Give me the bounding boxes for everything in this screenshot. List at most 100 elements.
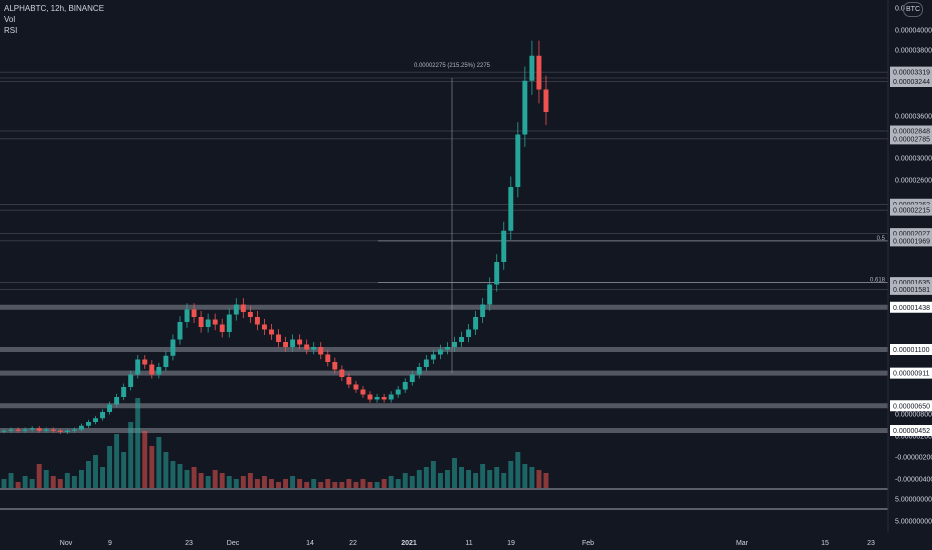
- volume-bar: [254, 479, 260, 488]
- candle: [459, 337, 464, 342]
- volume-bar: [409, 476, 415, 488]
- candle: [269, 329, 274, 335]
- vol-indicator-label[interactable]: Vol: [4, 15, 16, 24]
- candle: [360, 389, 366, 395]
- volume-bar: [205, 476, 211, 488]
- candle: [57, 430, 63, 432]
- volume-bar: [346, 479, 352, 488]
- time-axis-label: 15: [821, 540, 829, 547]
- volume-bar: [142, 431, 148, 488]
- level-tag: [890, 344, 932, 355]
- candle: [536, 55, 542, 90]
- time-axis-label: 9: [108, 540, 112, 547]
- volume-bar: [283, 479, 289, 488]
- candle: [8, 429, 14, 431]
- volume-bar: [466, 470, 472, 488]
- price-axis-label: 0.00000800: [895, 412, 932, 419]
- volume-bar: [184, 470, 190, 488]
- candle: [374, 397, 380, 400]
- volume-bar: [269, 479, 274, 488]
- volume-bar: [402, 473, 408, 488]
- candle: [36, 428, 42, 431]
- volume-bar: [93, 455, 98, 488]
- candle: [86, 422, 91, 426]
- candle: [128, 374, 134, 387]
- level-tag: [890, 66, 932, 78]
- candle: [50, 429, 56, 431]
- candle: [515, 134, 521, 187]
- fib-label: 0.618: [870, 278, 886, 284]
- volume-bar: [198, 473, 204, 488]
- volume-bar: [437, 473, 443, 488]
- candle: [15, 429, 21, 431]
- volume-bar: [353, 482, 359, 488]
- volume-bar: [494, 467, 500, 488]
- level-tag-label: 0.00002027: [893, 231, 930, 238]
- candle: [198, 317, 204, 327]
- volume-bar: [508, 461, 514, 488]
- candle: [346, 377, 352, 385]
- candle: [409, 374, 415, 382]
- volume-bar: [416, 470, 422, 488]
- price-axis-label: -0.00000200: [895, 455, 932, 462]
- candle: [332, 362, 338, 370]
- volume-bar: [36, 464, 42, 488]
- volume-bar: [114, 434, 120, 488]
- volume-bar: [311, 479, 317, 488]
- candle: [416, 367, 422, 375]
- support-zone: [0, 304, 888, 310]
- volume-bar: [388, 476, 394, 488]
- time-axis-label: 14: [306, 540, 314, 547]
- candle: [444, 347, 450, 350]
- level-tag: [890, 283, 932, 295]
- candle: [430, 354, 436, 360]
- time-axis-label: Feb: [582, 540, 594, 547]
- candle: [22, 429, 28, 431]
- candle: [142, 359, 148, 365]
- candle: [1, 430, 7, 432]
- candle: [508, 187, 514, 231]
- volume-bar: [15, 482, 21, 488]
- volume-bar: [543, 473, 549, 488]
- candle: [367, 394, 373, 400]
- candle: [107, 404, 113, 412]
- volume-bar: [8, 473, 14, 488]
- candle: [487, 284, 493, 305]
- volume-bar: [121, 452, 127, 488]
- price-axis-label: 0.00003600: [895, 114, 932, 121]
- volume-bar: [297, 479, 303, 488]
- candle: [290, 339, 296, 347]
- candle: [402, 382, 408, 390]
- candle: [339, 369, 345, 377]
- currency-badge[interactable]: BTC: [903, 2, 923, 17]
- time-axis-label: 11: [465, 540, 472, 547]
- volume-bar: [360, 479, 366, 488]
- candle: [71, 429, 77, 431]
- volume-bar: [276, 482, 281, 488]
- candle: [325, 354, 331, 362]
- volume-bar: [177, 464, 183, 488]
- volume-bar: [430, 461, 436, 488]
- volume-bar: [64, 473, 70, 488]
- level-tag-label: 0.00002215: [893, 208, 930, 215]
- volume-bar: [522, 464, 528, 488]
- volume-bar: [261, 476, 267, 488]
- support-zone: [0, 403, 888, 409]
- candle: [283, 342, 289, 347]
- candle: [388, 394, 394, 400]
- volume-bar: [1, 479, 7, 488]
- chart-legend: ALPHABTC, 12h, BINANCE Vol RSI: [4, 3, 104, 36]
- level-tag-label: 0.00001581: [893, 287, 930, 294]
- candle: [473, 317, 479, 330]
- volume-bar: [163, 452, 169, 488]
- price-axis-label: -0.00000400: [895, 477, 932, 484]
- time-axis-label: 2021: [401, 540, 417, 547]
- volume-bar: [459, 467, 464, 488]
- price-axis-label: 0.00002600: [895, 178, 932, 185]
- rsi-indicator-label[interactable]: RSI: [4, 26, 18, 35]
- candle: [304, 344, 310, 350]
- candle: [29, 428, 35, 430]
- volume-bar: [529, 467, 535, 488]
- candle: [184, 309, 190, 322]
